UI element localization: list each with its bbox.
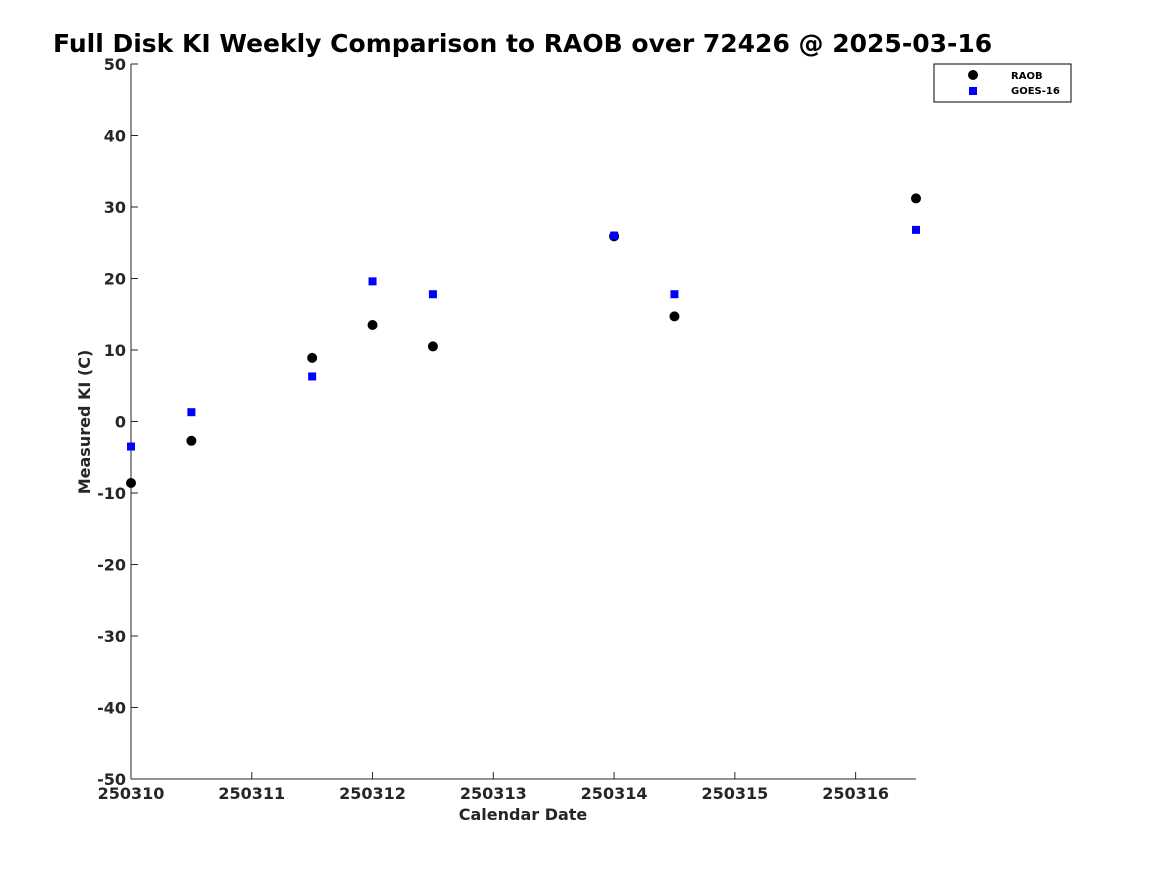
legend-label-raob: RAOB <box>1011 71 1043 82</box>
point-raob <box>669 311 680 322</box>
y-tick-label: 0 <box>115 413 126 432</box>
plot-axes <box>130 64 916 780</box>
legend-marker-raob <box>968 70 978 80</box>
legend-box <box>933 63 1072 103</box>
y-tick-label: 50 <box>104 55 126 74</box>
point-goes16 <box>187 408 196 417</box>
point-raob <box>367 319 378 330</box>
chart-title: Full Disk KI Weekly Comparison to RAOB o… <box>53 29 992 58</box>
x-axis-ticks: 250310 250311 250312 250313 250314 250315 2503… <box>98 772 889 803</box>
y-tick-label: -40 <box>97 699 126 718</box>
x-tick-label: 250310 <box>98 784 165 803</box>
legend: RAOB GOES-16 <box>933 63 1072 103</box>
x-tick-label: 250315 <box>701 784 768 803</box>
point-raob <box>186 435 197 446</box>
y-tick-label: -50 <box>97 770 126 789</box>
point-goes16 <box>670 290 679 299</box>
y-tick-label: -10 <box>97 484 126 503</box>
legend-label-goes16: GOES-16 <box>1011 86 1060 97</box>
point-raob <box>427 341 438 352</box>
y-axis-ticks: 50 40 30 20 10 0 -10 -20 -30 -40 -50 <box>97 55 138 789</box>
x-tick-label: 250316 <box>822 784 889 803</box>
point-goes16 <box>610 231 619 240</box>
point-raob <box>307 352 318 363</box>
x-tick-label: 250312 <box>339 784 406 803</box>
legend-marker-goes16 <box>969 87 977 95</box>
y-tick-label: 20 <box>104 270 126 289</box>
point-goes16 <box>308 372 317 381</box>
data-points <box>126 193 921 488</box>
point-raob <box>126 477 136 488</box>
y-tick-label: -20 <box>97 556 126 575</box>
y-tick-label: 10 <box>104 341 126 360</box>
x-axis-label: Calendar Date <box>459 805 588 824</box>
x-tick-label: 250313 <box>460 784 527 803</box>
point-goes16 <box>127 442 135 451</box>
point-goes16 <box>428 290 437 299</box>
y-tick-label: 30 <box>104 198 126 217</box>
y-axis-label: Measured KI (C) <box>75 350 94 495</box>
x-tick-label: 250311 <box>218 784 285 803</box>
y-tick-label: -30 <box>97 627 126 646</box>
y-tick-label: 40 <box>104 127 126 146</box>
point-goes16 <box>912 225 920 234</box>
point-goes16 <box>368 277 377 286</box>
point-raob <box>911 193 921 204</box>
x-tick-label: 250314 <box>581 784 648 803</box>
